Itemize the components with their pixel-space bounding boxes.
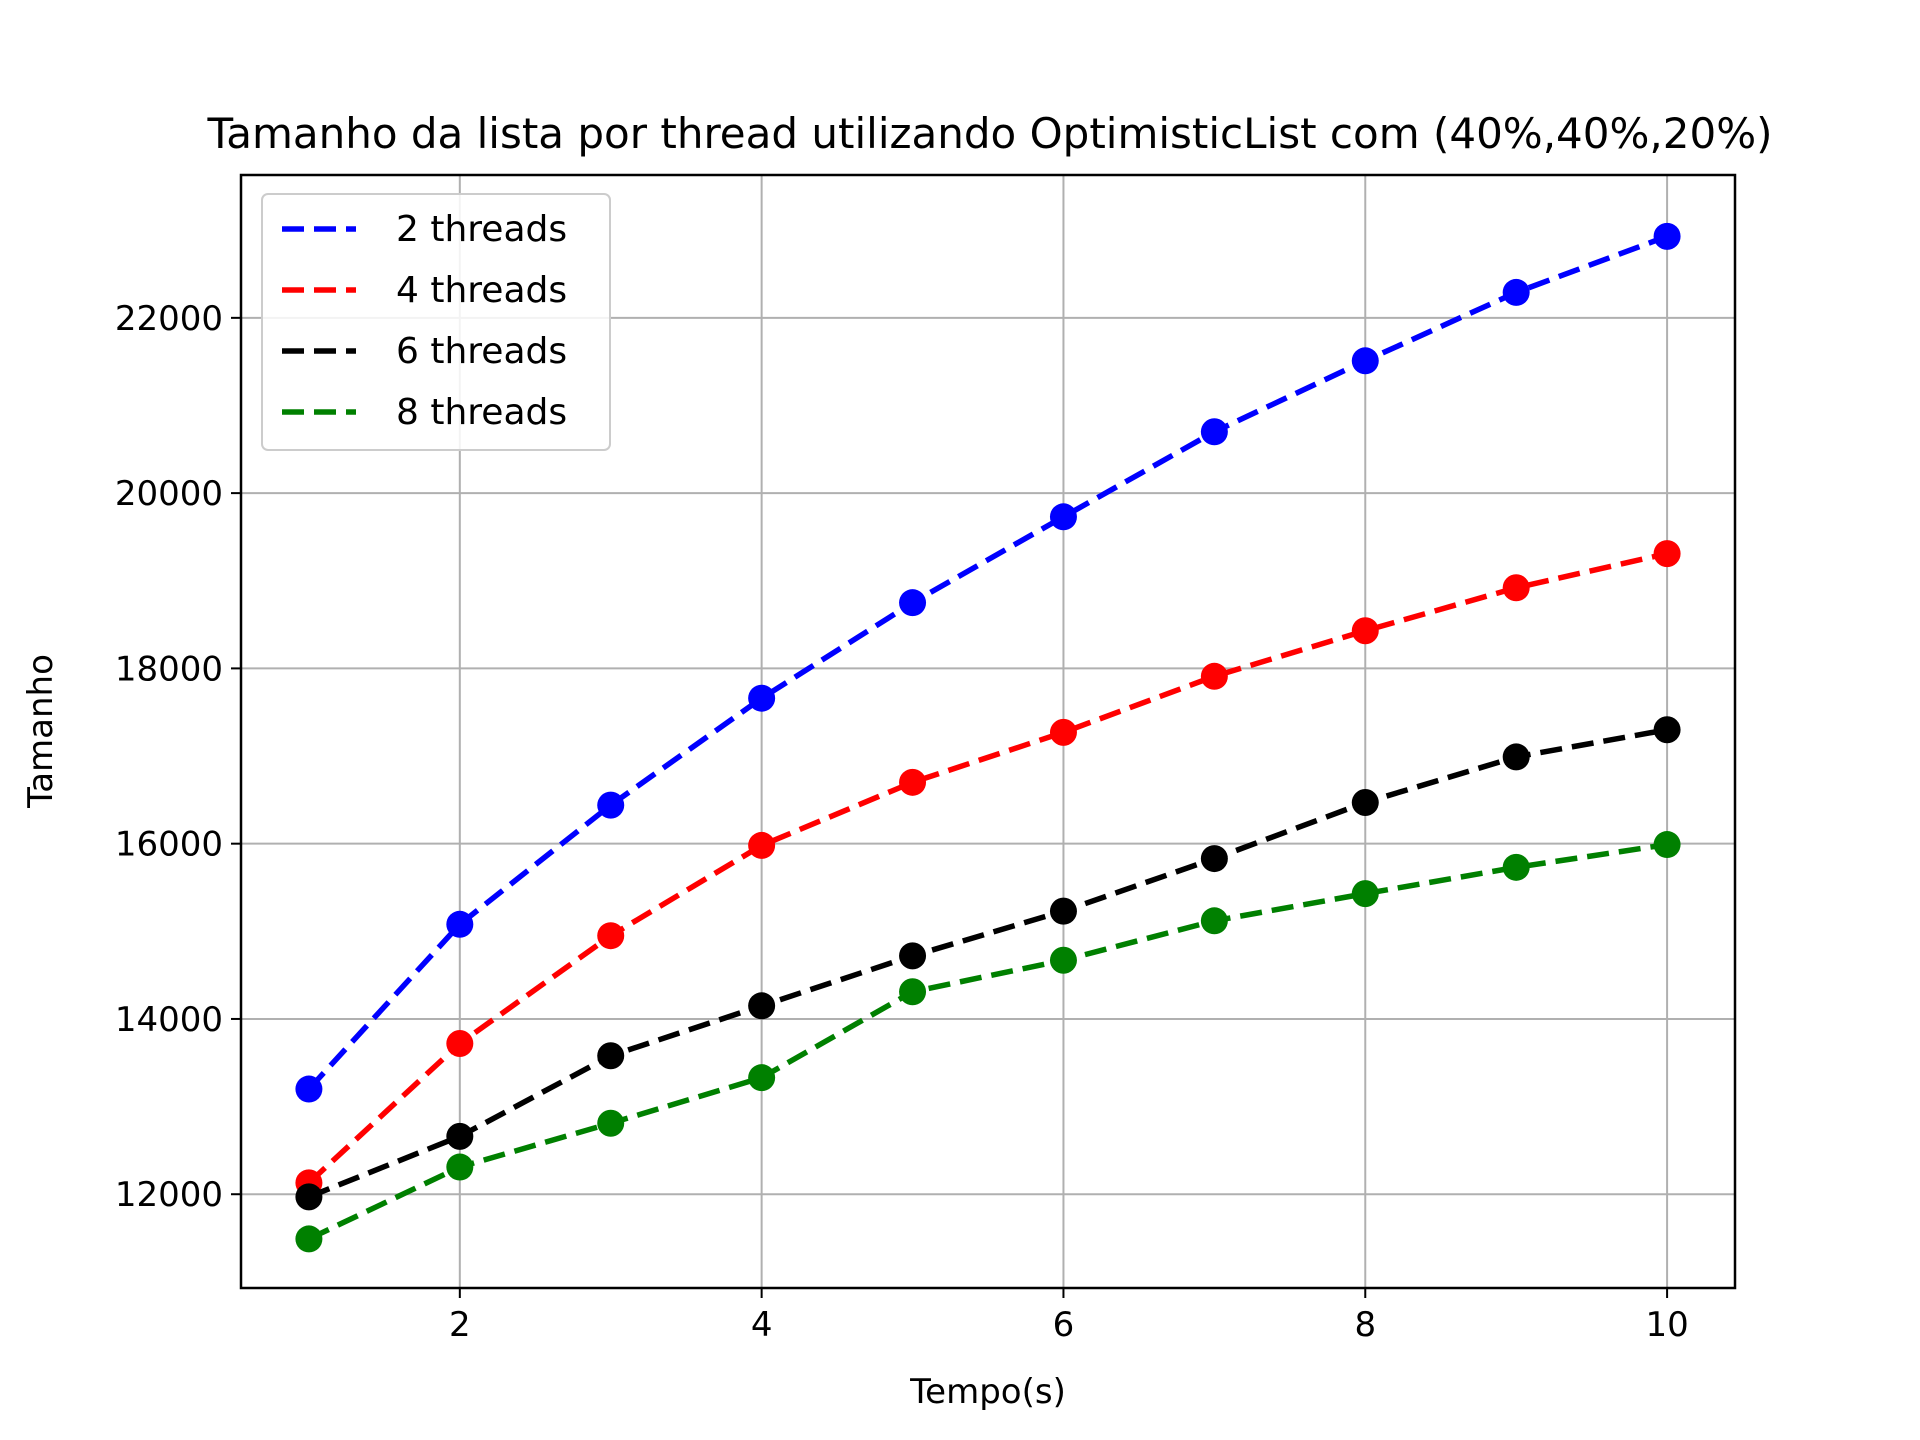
- legend-item: 8 threads: [282, 392, 567, 433]
- data-point: [1049, 718, 1077, 746]
- data-point: [446, 1029, 474, 1057]
- data-point: [1200, 418, 1228, 446]
- data-point: [899, 768, 927, 796]
- y-axis-label: Tamanho: [21, 654, 61, 809]
- data-point: [1049, 503, 1077, 531]
- data-point: [295, 1225, 323, 1253]
- x-tick-label: 4: [751, 1305, 773, 1345]
- series-line: [307, 841, 1668, 1242]
- data-point: [1653, 222, 1681, 250]
- data-point: [748, 831, 776, 859]
- data-point: [446, 1122, 474, 1150]
- legend-box: [261, 193, 611, 451]
- y-tick-label: 16000: [115, 825, 223, 865]
- data-point: [1653, 716, 1681, 744]
- data-point: [1351, 347, 1379, 375]
- data-point: [1653, 831, 1681, 859]
- data-point: [597, 791, 625, 819]
- series-layer: [295, 222, 1681, 1253]
- ticks: 2 4 6 8 10 12000 14000 16000 18000 20000 22000: [115, 299, 1689, 1345]
- data-point: [1200, 845, 1228, 873]
- legend-label: 4 threads: [396, 270, 567, 311]
- data-point: [446, 910, 474, 938]
- legend-label: 2 threads: [396, 209, 567, 250]
- series-4: [295, 831, 1681, 1253]
- legend-item: 2 threads: [282, 209, 567, 250]
- data-point: [597, 1109, 625, 1137]
- y-tick-label: 20000: [115, 474, 223, 514]
- series-line: [306, 233, 1669, 1091]
- x-tick-label: 10: [1645, 1305, 1688, 1345]
- data-point: [899, 978, 927, 1006]
- data-point: [597, 922, 625, 950]
- x-axis-label: Tempo(s): [909, 1372, 1066, 1412]
- data-point: [1502, 743, 1530, 771]
- data-point: [1502, 853, 1530, 881]
- series-1: [295, 222, 1681, 1103]
- x-tick-label: 8: [1354, 1305, 1376, 1345]
- series-line: [307, 550, 1668, 1185]
- data-point: [1351, 617, 1379, 645]
- data-point: [1049, 897, 1077, 925]
- data-point: [748, 684, 776, 712]
- data-point: [1351, 788, 1379, 816]
- legend-label: 6 threads: [396, 331, 567, 372]
- data-point: [1200, 907, 1228, 935]
- legend-item: 4 threads: [282, 270, 567, 311]
- data-point: [1653, 540, 1681, 568]
- y-tick-label: 22000: [115, 299, 223, 339]
- data-point: [1049, 946, 1077, 974]
- data-point: [446, 1153, 474, 1181]
- x-tick-label: 2: [449, 1305, 471, 1345]
- plot-frame: [239, 173, 1737, 1290]
- legend: 2 threads 4 threads 6 threads 8 threads: [261, 193, 611, 451]
- data-point: [899, 942, 927, 970]
- data-point: [1200, 662, 1228, 690]
- series-3: [295, 716, 1681, 1211]
- y-tick-label: 14000: [115, 1000, 223, 1040]
- legend-label: 8 threads: [396, 392, 567, 433]
- data-point: [899, 589, 927, 617]
- data-point: [1351, 880, 1379, 908]
- data-point: [295, 1075, 323, 1103]
- data-point: [295, 1183, 323, 1211]
- x-tick-label: 6: [1053, 1305, 1075, 1345]
- chart-title: Tamanho da lista por thread utilizando O…: [207, 109, 1773, 158]
- y-tick-label: 18000: [115, 649, 223, 689]
- data-point: [1502, 278, 1530, 306]
- data-point: [748, 1064, 776, 1092]
- data-point: [1502, 574, 1530, 602]
- y-tick-label: 12000: [115, 1175, 223, 1215]
- data-point: [597, 1042, 625, 1070]
- legend-item: 6 threads: [282, 331, 567, 372]
- data-point: [748, 992, 776, 1020]
